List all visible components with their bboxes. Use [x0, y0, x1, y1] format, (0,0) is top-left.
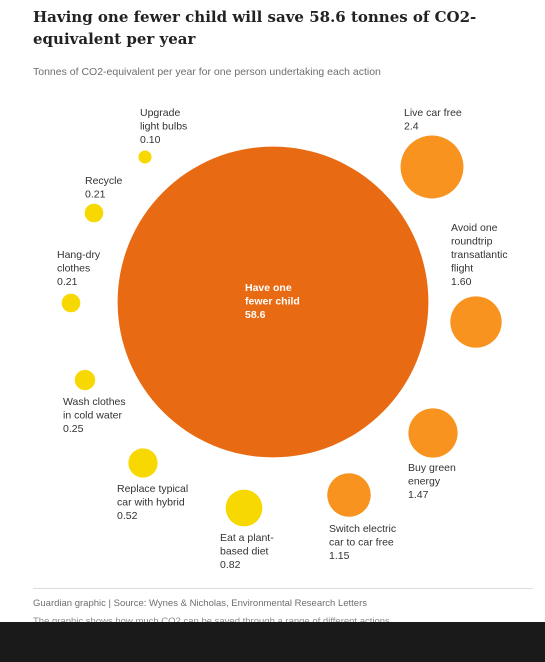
bubble-value-label: 2.4	[404, 121, 419, 133]
bubble-category-label: flight	[451, 263, 473, 275]
bubble-category-label: Live car free	[404, 107, 462, 119]
bubble-value-label: 0.52	[117, 510, 138, 522]
chart-subtitle: Tonnes of CO2-equivalent per year for on…	[33, 66, 381, 78]
chart-source: Guardian graphic | Source: Wynes & Nicho…	[33, 598, 367, 609]
bubble	[117, 146, 429, 458]
bubble	[450, 296, 502, 348]
bubble-item: Recycle 0.21	[84, 175, 123, 223]
chart-title: Having one fewer child will save 58.6 to…	[33, 8, 477, 48]
chart-note: The graphic shows how much CO2 can be sa…	[33, 616, 390, 627]
bubble-value-label: 0.21	[57, 276, 78, 288]
bubble-category-label: Avoid one	[451, 222, 498, 234]
bubble-category-label: Buy green	[408, 462, 456, 474]
bubble-category-label: transatlantic	[451, 249, 508, 261]
bubble	[408, 408, 458, 458]
bottom-bar	[0, 622, 545, 662]
bubble-category-label: Wash clothes	[63, 396, 126, 408]
bubble-value-label: 0.10	[140, 134, 161, 146]
bubble-value-label: 0.21	[85, 189, 106, 201]
bubble-value-label: 1.60	[451, 276, 472, 288]
bubble	[84, 203, 104, 223]
bubble-value-label: 58.6	[245, 309, 266, 321]
bubble-category-label: Upgrade	[140, 107, 180, 119]
bubble	[400, 135, 464, 199]
bubble	[74, 369, 96, 391]
bubble	[138, 150, 152, 164]
bubble-category-label: energy	[408, 476, 441, 488]
bubble	[61, 293, 81, 313]
bubble-category-label: Eat a plant-	[220, 532, 274, 544]
bubble	[128, 448, 158, 478]
footer-divider	[33, 588, 533, 589]
bubble-value-label: 0.25	[63, 423, 84, 435]
bubble-category-label: Replace typical	[117, 483, 188, 495]
bubble	[327, 473, 371, 517]
bubble-value-label: 1.47	[408, 489, 429, 501]
bubble-category-label: Recycle	[85, 175, 123, 187]
bubble-item: Live car free 2.4	[400, 107, 464, 199]
bubble-category-label: roundtrip	[451, 236, 493, 248]
bubble-category-label: in cold water	[63, 410, 122, 422]
bubble-category-label: Have one	[245, 282, 292, 294]
bubble-value-label: 1.15	[329, 550, 350, 562]
bubble-category-label: Switch electric	[329, 523, 396, 535]
bubble	[225, 489, 263, 527]
bubble-value-label: 0.82	[220, 559, 241, 571]
bubble-category-label: Hang-dry	[57, 249, 101, 261]
bubble-category-label: car to car free	[329, 537, 394, 549]
bubble-category-label: light bulbs	[140, 121, 187, 133]
bubble-category-label: clothes	[57, 263, 90, 275]
bubble-category-label: based diet	[220, 546, 269, 558]
bubble-category-label: fewer child	[245, 296, 300, 308]
bubble-category-label: car with hybrid	[117, 497, 185, 509]
